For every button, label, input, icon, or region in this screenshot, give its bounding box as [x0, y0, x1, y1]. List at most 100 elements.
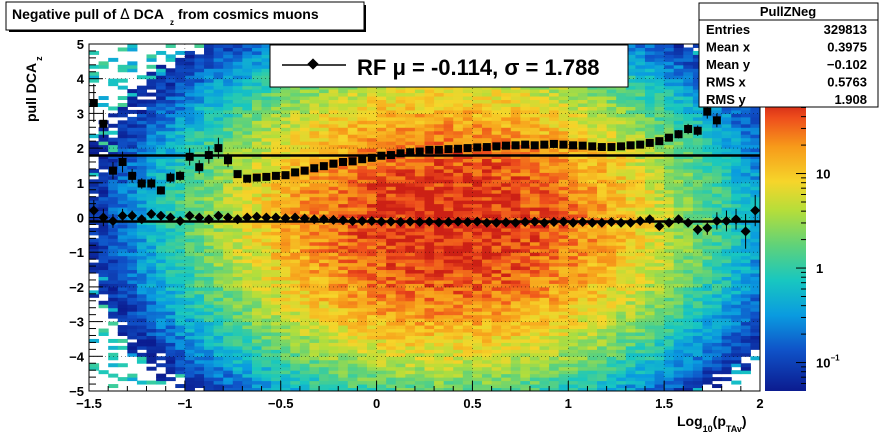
sigma-point: [358, 155, 367, 164]
sigma-point: [415, 147, 424, 156]
x-tick-label: 1: [565, 396, 572, 411]
sigma-point: [252, 173, 261, 182]
sigma-point: [271, 171, 280, 180]
sigma-point: [300, 166, 309, 175]
sigma-point: [473, 143, 482, 152]
y-axis: −5 −4 −3 −2 −1 0 1 2 3 4 5: [69, 37, 103, 399]
sigma-point: [674, 130, 683, 139]
mu-point: [673, 214, 684, 225]
mu-point: [242, 212, 253, 223]
sigma-point: [569, 141, 578, 150]
sigma-point: [128, 171, 137, 180]
sigma-point: [339, 157, 348, 166]
y-axis-label: pull DCAz: [23, 56, 44, 122]
color-scale-tick-label: 10−1: [816, 354, 840, 371]
mu-point: [175, 215, 186, 226]
color-scale: 10−1 1 10: [765, 100, 840, 391]
sigma-point: [559, 140, 568, 149]
sigma-point: [386, 151, 395, 160]
mu-point: [88, 205, 99, 216]
sigma-point: [310, 164, 319, 173]
x-tick-label: −1: [177, 396, 192, 411]
sigma-point: [291, 168, 300, 177]
sigma-point: [645, 138, 654, 147]
y-tick-label: −4: [69, 349, 85, 364]
sigma-point: [511, 141, 520, 150]
mu-point: [683, 217, 694, 228]
mu-point: [299, 213, 310, 224]
sigma-point: [463, 144, 472, 153]
sigma-point: [377, 151, 386, 160]
mu-point: [548, 217, 559, 228]
x-tick-label: 0.5: [463, 396, 481, 411]
stats-row-label: Mean x: [706, 40, 751, 55]
mu-point: [606, 217, 617, 228]
stats-row-label: RMS y: [706, 92, 747, 107]
sigma-point: [501, 141, 510, 150]
sigma-point: [348, 157, 357, 166]
sigma-point: [530, 141, 539, 150]
mu-point: [309, 214, 320, 225]
sigma-point: [684, 125, 693, 134]
sigma-point: [223, 156, 232, 165]
mu-point: [520, 217, 531, 228]
mu-point: [347, 215, 358, 226]
sigma-point: [195, 163, 204, 172]
stats-name: PullZNeg: [760, 4, 816, 19]
y-tick-label: 2: [77, 141, 84, 156]
y-tick-label: −5: [69, 384, 84, 399]
sigma-point: [655, 137, 664, 146]
mu-point: [376, 216, 387, 227]
sigma-point: [147, 179, 156, 188]
color-scale-bar: [765, 100, 806, 391]
sigma-point: [617, 142, 626, 151]
color-scale-tick-label: 10: [816, 167, 830, 182]
stats-row-value: 0.5763: [827, 75, 867, 90]
sigma-point: [425, 145, 434, 154]
sigma-point: [434, 145, 443, 154]
sigma-point: [233, 170, 242, 179]
sigma-point: [482, 143, 491, 152]
mu-point: [270, 212, 281, 223]
x-tick-label: −1.5: [76, 396, 102, 411]
x-tick-label: 1.5: [655, 396, 673, 411]
title-box: Negative pull of Δ DCAz from cosmics muo…: [5, 1, 366, 32]
sigma-point: [329, 159, 338, 168]
mu-point: [596, 217, 607, 228]
mu-point: [721, 215, 732, 226]
mu-point: [165, 212, 176, 223]
mu-point: [587, 217, 598, 228]
mu-point: [117, 210, 128, 221]
mu-point: [616, 217, 627, 228]
mu-point: [750, 205, 761, 216]
profile-points: [88, 31, 761, 249]
sigma-point: [176, 171, 185, 180]
sigma-point: [108, 166, 117, 175]
sigma-point: [137, 179, 146, 188]
mu-point: [500, 217, 511, 228]
mu-point: [539, 217, 550, 228]
mu-point: [328, 214, 339, 225]
mu-point: [731, 214, 742, 225]
sigma-point: [396, 149, 405, 158]
mu-point: [577, 217, 588, 228]
chart-title: Negative pull of Δ DCAz from cosmics muo…: [12, 6, 319, 27]
mu-point: [395, 217, 406, 228]
mu-point: [280, 213, 291, 224]
x-axis-label: Log10(pTAv): [677, 413, 747, 434]
sigma-point: [204, 151, 213, 160]
sigma-point: [118, 157, 127, 166]
x-axis: −1.5 −1 −0.5 0 0.5 1 1.5 2: [76, 381, 764, 411]
mu-point: [155, 210, 166, 221]
y-tick-label: 0: [77, 211, 84, 226]
mu-point: [127, 210, 138, 221]
sigma-point: [693, 126, 702, 135]
stats-row-value: 329813: [824, 22, 867, 37]
mu-point: [232, 214, 243, 225]
mu-point: [472, 216, 483, 227]
mu-point: [453, 216, 464, 227]
mu-point: [481, 217, 492, 228]
sigma-point: [578, 141, 587, 150]
stats-row-label: RMS x: [706, 75, 747, 90]
y-tick-label: 4: [77, 72, 85, 87]
